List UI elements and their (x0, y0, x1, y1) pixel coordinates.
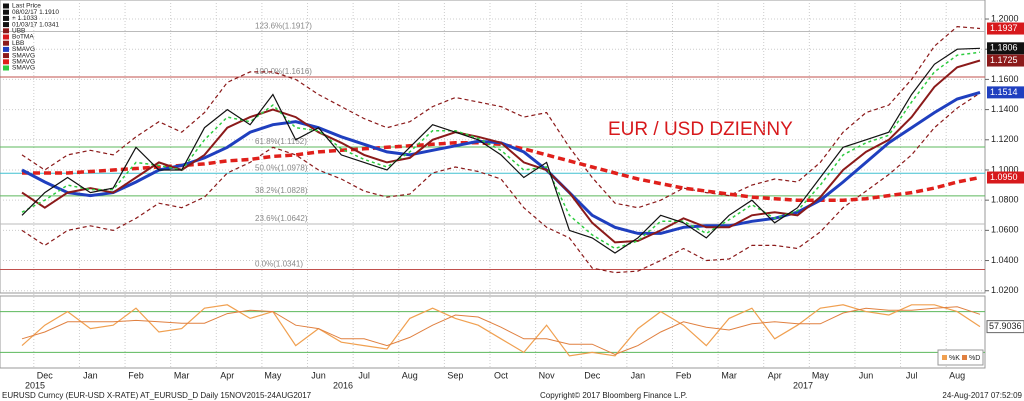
x-tick-label: Oct (494, 370, 509, 380)
fib-label: 61.8%(1.1152) (255, 137, 307, 146)
last-value-box (987, 22, 1024, 35)
legend-swatch (3, 3, 9, 9)
footer-right: 24-Aug-2017 07:52:09 (942, 391, 1022, 400)
year-label: 2017 (793, 380, 813, 390)
legend-label: UBB (12, 28, 25, 35)
last-value-box (986, 320, 1024, 334)
y-tick-label: 1.0200 (991, 285, 1019, 295)
y-tick-label: 1.0800 (991, 195, 1019, 205)
last-value-label: 1.1514 (990, 87, 1018, 97)
x-tick-label: Sep (447, 370, 463, 380)
legend-swatch (3, 22, 9, 28)
legend-label: BoTMA (12, 34, 34, 41)
last-value-label: 1.1725 (990, 55, 1018, 65)
series-line (21, 47, 981, 254)
y-tick-label: 1.1000 (991, 164, 1019, 174)
main-panel (0, 0, 986, 294)
legend-label: LBB (12, 40, 24, 47)
legend-swatch (3, 9, 9, 15)
x-tick-label: Dec (584, 370, 601, 380)
legend-swatch (3, 34, 9, 40)
last-value-box (987, 42, 1024, 55)
last-value-box (987, 171, 1024, 184)
last-value-label: 1.1937 (990, 23, 1018, 33)
legend-label: 08/02/17 1.1910 (12, 9, 59, 16)
last-value-label: 1.1806 (990, 43, 1018, 53)
legend-label: SMAVG (12, 52, 35, 59)
series-line (21, 92, 981, 274)
footer-center: Copyright© 2017 Bloomberg Finance L.P. (540, 391, 687, 400)
legend-swatch (3, 53, 9, 59)
legend-swatch (3, 40, 9, 46)
y-tick-label: 1.2000 (991, 13, 1019, 23)
y-tick-label: 1.1600 (991, 74, 1019, 84)
legend-swatch (3, 65, 9, 71)
last-value-box (987, 54, 1024, 67)
year-label: 2015 (25, 380, 45, 390)
x-tick-label: Mar (174, 370, 190, 380)
legend-label: 01/03/17 1.0341 (12, 21, 59, 28)
legend-swatch (3, 28, 9, 34)
x-tick-label: Dec (37, 370, 54, 380)
legend-label: SMAVG (12, 65, 35, 72)
x-tick-label: May (264, 370, 282, 380)
x-tick-label: Feb (676, 370, 692, 380)
last-value-box (987, 86, 1024, 99)
legend-label: SMAVG (12, 59, 35, 66)
y-tick-label: 1.0600 (991, 225, 1019, 235)
x-tick-label: Aug (949, 370, 965, 380)
x-tick-label: Jan (631, 370, 646, 380)
legend-label: %D (969, 355, 980, 362)
fib-label: 123.6%(1.1917) (255, 22, 312, 31)
lower-panel (0, 295, 986, 369)
last-value-label: 1.0950 (990, 172, 1018, 182)
series-line (21, 25, 981, 209)
legend-label: %K (949, 355, 960, 362)
legend-swatch (962, 355, 967, 360)
footer-left: EURUSD Curncy (EUR-USD X-RATE) AT_EURUSD… (2, 391, 312, 400)
x-tick-label: Jan (83, 370, 98, 380)
last-value-label: 57.9036 (989, 321, 1022, 331)
y-tick-label: 1.1400 (991, 104, 1019, 114)
legend-swatch (942, 355, 947, 360)
year-label: 2016 (333, 380, 353, 390)
legend-label: Last Price (12, 3, 41, 10)
fib-label: 0.0%(1.0341) (255, 260, 303, 269)
x-tick-label: Jul (906, 370, 918, 380)
x-tick-label: Aug (402, 370, 418, 380)
legend-swatch (3, 15, 9, 21)
y-tick-label: 1.0400 (991, 255, 1019, 265)
legend-box (937, 349, 984, 366)
x-tick-label: Apr (768, 370, 782, 380)
legend-swatch (3, 59, 9, 65)
series-line (21, 304, 981, 357)
x-tick-label: Nov (539, 370, 556, 380)
legend-label: SMAVG (12, 46, 35, 53)
fib-label: 23.6%(1.0642) (255, 214, 308, 223)
fib-label: 100.0%(1.1616) (255, 67, 312, 76)
x-tick-label: Apr (220, 370, 234, 380)
fib-label: 50.0%(1.0978) (255, 163, 308, 172)
series-line (21, 306, 981, 355)
annotation: EUR / USD DZIENNY (608, 119, 793, 140)
x-tick-label: Feb (128, 370, 144, 380)
x-tick-label: Jun (859, 370, 874, 380)
x-tick-label: Mar (721, 370, 737, 380)
legend-swatch (3, 46, 9, 52)
x-tick-label: Jul (358, 370, 370, 380)
x-tick-label: May (812, 370, 830, 380)
fib-label: 38.2%(1.0828) (255, 186, 308, 195)
x-tick-label: Jun (311, 370, 326, 380)
y-tick-label: 1.1200 (991, 134, 1019, 144)
legend-label: + 1.1033 (12, 15, 38, 22)
